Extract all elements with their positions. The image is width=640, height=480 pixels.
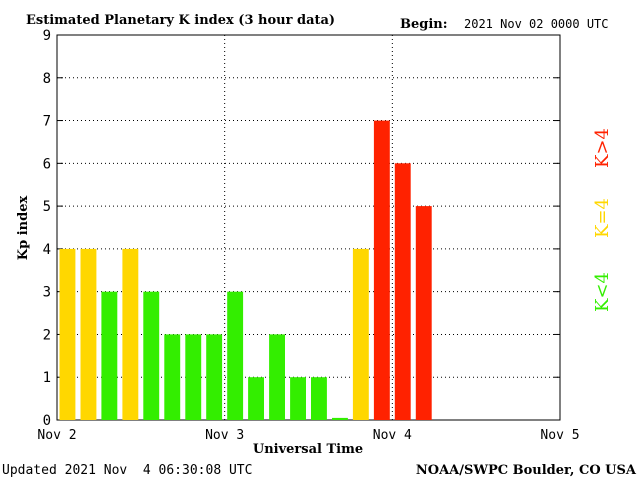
- y-tick-label: 6: [43, 156, 51, 172]
- legend-item: K>4: [592, 128, 613, 168]
- y-axis-label: Kp index: [16, 196, 31, 261]
- legend: K<4 K=4 K>4: [592, 128, 613, 312]
- y-tick-label: 8: [43, 71, 51, 87]
- kp-bar: [415, 206, 432, 420]
- kp-bar: [332, 417, 348, 420]
- x-tick-label: Nov 5: [540, 428, 579, 443]
- plot-area: 0 1 2 3 4 5 6 7 8 9 Nov 2 Nov 3 Nov 4 Nov 5: [37, 28, 579, 443]
- kp-bar: [80, 248, 97, 420]
- kp-bar: [122, 248, 139, 420]
- chart-title: Estimated Planetary K index (3 hour data…: [26, 13, 335, 28]
- kp-bar: [101, 291, 118, 420]
- x-tick-label: Nov 3: [205, 428, 244, 443]
- kp-bar: [373, 120, 390, 420]
- kp-bar: [352, 248, 369, 420]
- y-tick-label: 1: [43, 370, 51, 386]
- kp-bar: [290, 377, 306, 420]
- begin-label: Begin:: [400, 17, 448, 32]
- y-tick-label: 0: [43, 413, 51, 429]
- kp-bar: [248, 377, 264, 420]
- y-tick-label: 3: [43, 285, 51, 301]
- legend-item: K<4: [592, 272, 613, 312]
- kp-bar: [206, 334, 223, 420]
- updated-timestamp: Updated 2021 Nov 4 06:30:08 UTC: [2, 463, 252, 478]
- plot-frame: [56, 34, 561, 421]
- kp-bar: [59, 248, 76, 420]
- y-tick-label: 2: [43, 327, 51, 343]
- kp-bar: [227, 291, 244, 420]
- kp-bar: [143, 291, 160, 420]
- y-tick-label: 4: [43, 242, 51, 258]
- begin-value: 2021 Nov 02 0000 UTC: [464, 17, 609, 31]
- credit-text: NOAA/SWPC Boulder, CO USA: [416, 463, 637, 478]
- y-tick-label: 7: [43, 114, 51, 130]
- kp-bar: [394, 163, 411, 421]
- x-tick-label: Nov 2: [37, 428, 76, 443]
- y-tick-label: 9: [43, 28, 51, 44]
- x-tick-label: Nov 4: [373, 428, 412, 443]
- kp-bar: [164, 334, 181, 420]
- kp-bar: [185, 334, 202, 420]
- legend-item: K=4: [592, 198, 613, 238]
- kp-bar: [311, 377, 327, 420]
- y-tick-label: 5: [43, 199, 51, 215]
- x-axis-label: Universal Time: [253, 442, 363, 457]
- kp-bar: [269, 334, 285, 420]
